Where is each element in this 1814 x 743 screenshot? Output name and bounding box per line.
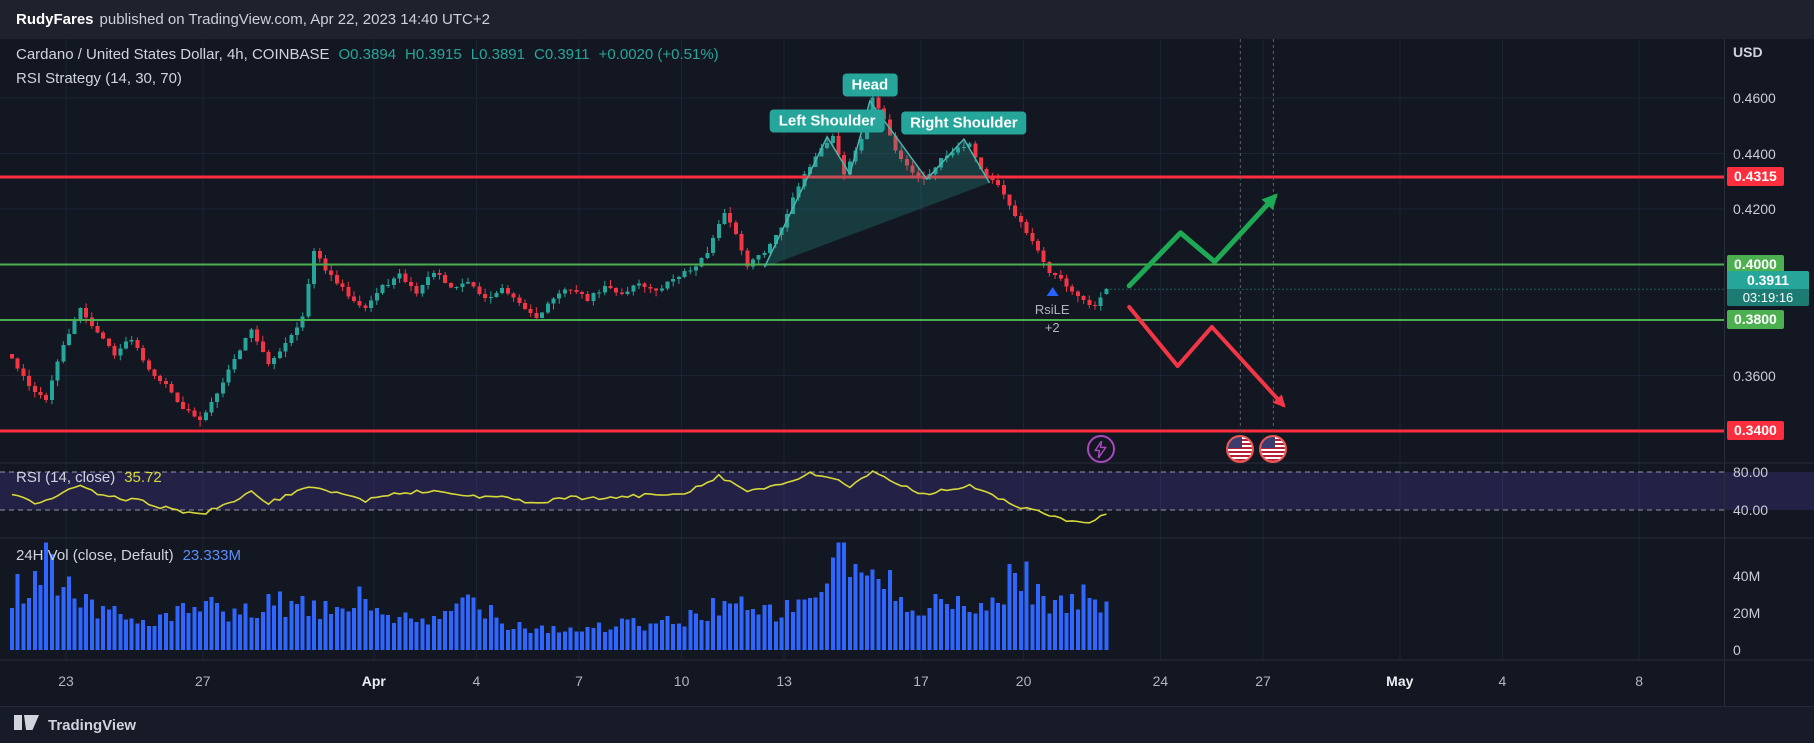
attribution-author: RudyFares — [16, 11, 94, 28]
us-flag-event-icon[interactable] — [1226, 435, 1255, 463]
right-shoulder-label[interactable]: Right Shoulder — [901, 111, 1027, 135]
main-legend: Cardano / United States Dollar, 4h, COIN… — [16, 46, 719, 94]
us-flag-event-icon[interactable] — [1259, 435, 1288, 463]
up-arrow-icon — [1046, 286, 1059, 296]
time-tick-May: May — [1386, 673, 1414, 689]
price-level-0.4315: 0.4315 — [1727, 167, 1784, 187]
attribution-text: published on TradingView.com, Apr 22, 20… — [99, 11, 490, 28]
rsi-legend-value: 35.72 — [124, 469, 162, 486]
last-price: 0.3911 — [1746, 272, 1790, 289]
price-tick-0.3600: 0.3600 — [1733, 367, 1776, 384]
volume-legend: 24H Vol (close, Default) 23.333M — [16, 547, 241, 564]
price-tick-0.4400: 0.4400 — [1733, 145, 1776, 162]
price-tick-0.4200: 0.4200 — [1733, 201, 1776, 217]
strategy-legend[interactable]: RSI Strategy (14, 30, 70) — [16, 70, 182, 87]
vol-tick-20M: 20M — [1733, 605, 1761, 621]
rsi-legend: RSI (14, close) 35.72 — [16, 469, 162, 486]
time-tick-17: 17 — [913, 673, 929, 689]
time-tick-4: 4 — [1498, 673, 1507, 689]
volume-legend-value: 23.333M — [182, 547, 241, 564]
attribution-bar: RudyFares published on TradingView.com, … — [0, 0, 1814, 39]
time-axis[interactable]: 23 27 Apr 4 7 10 13 17 20 24 27 May 4 8 — [0, 660, 1724, 706]
ohlc-change: +0.0020 (+0.51%) — [598, 46, 719, 63]
ohlc-low: L0.3891 — [470, 46, 525, 63]
price-level-0.4000: 0.4000 — [1727, 254, 1784, 274]
rsi-tick-40.00: 40.00 — [1733, 502, 1769, 518]
time-tick-24: 24 — [1152, 673, 1169, 689]
us-flag-icon — [1228, 437, 1253, 461]
rsi-tick-80.00: 80.00 — [1733, 464, 1769, 480]
last-price-badge: 0.3911 03:19:16 — [1727, 271, 1809, 307]
signal-label: RsiLE — [1034, 301, 1070, 317]
lightning-icon — [1094, 440, 1107, 458]
footer-bar: TradingView — [0, 706, 1814, 743]
time-tick-8: 8 — [1635, 673, 1644, 689]
price-axis[interactable]: USD 0.3911 03:19:16 0.4600 0.4400 0.4200 0.… — [1724, 0, 1814, 706]
time-tick-27: 27 — [1255, 673, 1271, 689]
time-tick-4: 4 — [472, 673, 481, 689]
time-tick-20: 20 — [1015, 673, 1032, 689]
rsi-legend-title[interactable]: RSI (14, close) — [16, 469, 116, 486]
brand-name[interactable]: TradingView — [48, 716, 137, 734]
time-tick-23: 23 — [58, 673, 74, 689]
ohlc-open: O0.3894 — [338, 46, 397, 63]
price-tick-0.4600: 0.4600 — [1733, 90, 1776, 106]
vol-tick-0: 0 — [1733, 642, 1741, 658]
us-flag-icon — [1261, 437, 1286, 461]
tradingview-logo[interactable] — [14, 714, 39, 736]
time-tick-10: 10 — [673, 673, 690, 689]
ohlc-close: C0.3911 — [533, 46, 590, 63]
time-tick-27: 27 — [195, 673, 211, 689]
head-label[interactable]: Head — [842, 73, 898, 97]
bar-countdown: 03:19:16 — [1727, 289, 1809, 307]
volume-legend-title[interactable]: 24H Vol (close, Default) — [16, 547, 174, 564]
ohlc-high: H0.3915 — [405, 46, 462, 63]
price-level-0.3400: 0.3400 — [1727, 421, 1784, 440]
signal-qty: +2 — [1044, 319, 1060, 335]
strategy-alert-icon[interactable] — [1086, 435, 1115, 463]
vol-tick-40M: 40M — [1733, 568, 1761, 584]
rsi-long-entry-marker: RsiLE +2 — [1034, 286, 1070, 336]
price-level-0.3800: 0.3800 — [1727, 310, 1784, 329]
time-tick-7: 7 — [575, 673, 583, 689]
currency-label[interactable]: USD — [1733, 44, 1763, 60]
time-tick-Apr: Apr — [361, 673, 386, 689]
symbol-title[interactable]: Cardano / United States Dollar, 4h, COIN… — [16, 46, 330, 63]
time-tick-13: 13 — [776, 673, 792, 689]
left-shoulder-label[interactable]: Left Shoulder — [769, 109, 885, 133]
